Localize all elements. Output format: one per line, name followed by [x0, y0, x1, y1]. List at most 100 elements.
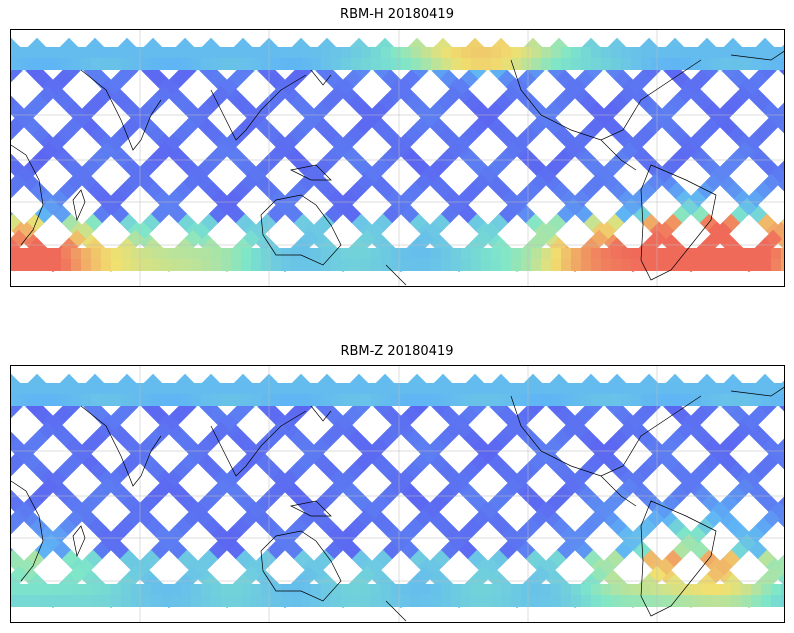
- swath-cell: [71, 595, 82, 607]
- swath-cell: [191, 58, 202, 70]
- swath-cell: [231, 248, 242, 260]
- swath-cell: [401, 394, 412, 406]
- swath-cell: [51, 584, 62, 596]
- swath-cell: [701, 58, 712, 70]
- swath-cell: [361, 47, 372, 59]
- swath-cell: [511, 58, 522, 70]
- swath-cell: [371, 394, 382, 406]
- swath-cell: [591, 259, 602, 271]
- swath-cell: [361, 259, 372, 271]
- swath-cell: [261, 595, 272, 607]
- swath-cell: [261, 383, 272, 395]
- swath-cell: [321, 248, 332, 260]
- swath-cell: [441, 58, 452, 70]
- swath-cell: [371, 58, 382, 70]
- swath-cell: [341, 58, 352, 70]
- coastline: [11, 144, 44, 246]
- swath-cell: [751, 595, 762, 607]
- swath-cell: [271, 595, 282, 607]
- swath-cell: [761, 47, 772, 59]
- swath-cell: [431, 248, 442, 260]
- swath-cell: [711, 383, 722, 395]
- swath-cell: [731, 383, 742, 395]
- swath-cell: [721, 47, 732, 59]
- swath-cell: [531, 394, 542, 406]
- swath-cell: [771, 58, 782, 70]
- coastline: [72, 189, 86, 222]
- swath-cell: [351, 595, 362, 607]
- swath-cell: [591, 248, 602, 260]
- swath-cell: [381, 383, 392, 395]
- swath-cell: [731, 248, 742, 260]
- swath-cell: [501, 394, 512, 406]
- swath-cell: [781, 383, 784, 395]
- swath-cell: [101, 248, 112, 260]
- swath-cell: [581, 595, 592, 607]
- swath-cell: [451, 595, 462, 607]
- swath-cell: [161, 394, 172, 406]
- swath-cell: [271, 58, 282, 70]
- coastline: [385, 264, 407, 286]
- swath-cell: [611, 248, 622, 260]
- swath-cell: [661, 47, 672, 59]
- swath-cell: [391, 383, 402, 395]
- swath-cell: [291, 595, 302, 607]
- swath-cell: [191, 383, 202, 395]
- swath-cell: [131, 47, 142, 59]
- swath-cell: [451, 394, 462, 406]
- swath-cell: [131, 259, 142, 271]
- swath-cell: [431, 584, 442, 596]
- swath-cell: [611, 47, 622, 59]
- swath-cell: [301, 595, 312, 607]
- swath-cell: [571, 584, 582, 596]
- swath-cell: [621, 383, 632, 395]
- swath-cell: [211, 394, 222, 406]
- swath-cell: [91, 584, 102, 596]
- swath-cell: [571, 47, 582, 59]
- swath-cell: [31, 595, 42, 607]
- swath-cell: [701, 383, 712, 395]
- swath-cell: [191, 394, 202, 406]
- swath-cell: [211, 47, 222, 59]
- swath-cell: [481, 584, 492, 596]
- swath-cell: [31, 394, 42, 406]
- coastline: [210, 74, 307, 141]
- swath-cell: [511, 248, 522, 260]
- swath-cell: [531, 58, 542, 70]
- swath-cell: [61, 394, 72, 406]
- swath-cell: [681, 47, 692, 59]
- swath-cell: [311, 383, 322, 395]
- swath-cell: [171, 248, 182, 260]
- swath-cell: [581, 383, 592, 395]
- swath-cell: [621, 58, 632, 70]
- swath-cell: [421, 383, 432, 395]
- swath-cell: [721, 58, 732, 70]
- swath-cell: [731, 584, 742, 596]
- swath-cell: [741, 259, 752, 271]
- swath-cell: [341, 47, 352, 59]
- swath-cell: [151, 584, 162, 596]
- swath-cell: [711, 58, 722, 70]
- swath-cell: [41, 248, 52, 260]
- swath-cell: [91, 248, 102, 260]
- swath-cell: [441, 584, 452, 596]
- swath-cell: [721, 394, 732, 406]
- swath-cell: [181, 584, 192, 596]
- swath-cell: [41, 47, 52, 59]
- swath-cell: [751, 259, 762, 271]
- swath-cell: [31, 58, 42, 70]
- swath-cell: [201, 47, 212, 59]
- swath-cell: [411, 58, 422, 70]
- coastline: [210, 410, 307, 477]
- swath-cell: [621, 259, 632, 271]
- swath-cell: [31, 47, 42, 59]
- swath-cell: [161, 383, 172, 395]
- swath-cell: [391, 259, 402, 271]
- swath-cell: [601, 47, 612, 59]
- swath-cell: [301, 383, 312, 395]
- swath-cell: [751, 47, 762, 59]
- swath-cell: [151, 595, 162, 607]
- swath-cell: [191, 248, 202, 260]
- swath-cell: [201, 259, 212, 271]
- swath-cell: [621, 584, 632, 596]
